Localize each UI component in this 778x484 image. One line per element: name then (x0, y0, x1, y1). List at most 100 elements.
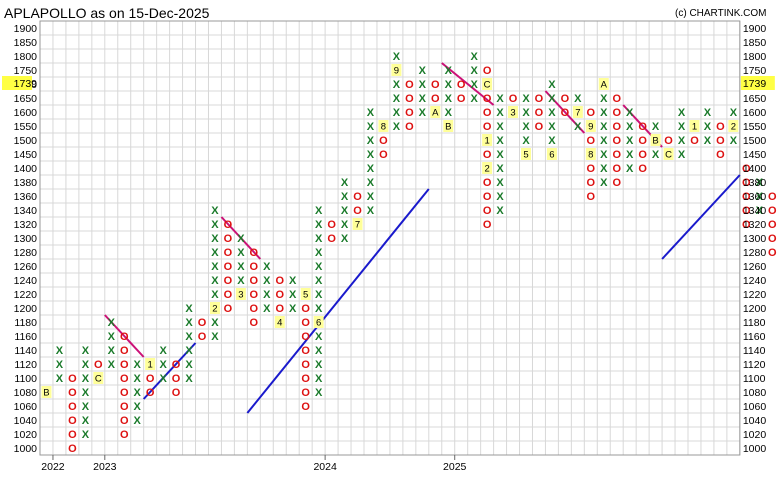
x-box: X (134, 373, 142, 385)
x-box: X (548, 135, 556, 147)
month-marker: 2 (731, 122, 736, 133)
chart-title: APLAPOLLO as on 15-Dec-2025 (4, 5, 210, 21)
month-marker-bg (482, 134, 493, 146)
x-box: X (522, 93, 530, 105)
month-marker: 5 (523, 150, 528, 161)
y-tick-label-left: 1340 (14, 205, 38, 217)
x-box: X (82, 359, 90, 371)
x-box: X (548, 79, 556, 91)
x-box: X (367, 107, 375, 119)
x-box: X (367, 191, 375, 203)
o-box: O (561, 107, 570, 119)
last-price-label-left: 1739 (14, 78, 38, 90)
x-box: X (496, 107, 504, 119)
y-tick-label-right: 1280 (743, 247, 767, 259)
y-tick-label-left: 1380 (14, 177, 38, 189)
x-box: X (574, 93, 582, 105)
x-box: X (315, 373, 323, 385)
x-box: X (678, 107, 686, 119)
o-box: O (120, 331, 129, 343)
y-tick-label-left: 1320 (14, 219, 38, 231)
month-marker-bg (391, 64, 402, 76)
y-tick-label-left: 1500 (14, 135, 38, 147)
x-box: X (315, 387, 323, 399)
x-box: X (237, 233, 245, 245)
x-box: X (263, 261, 271, 273)
o-box: O (120, 373, 129, 385)
x-box: X (315, 247, 323, 259)
x-box: X (56, 359, 64, 371)
x-box: X (134, 415, 142, 427)
y-tick-label-right: 1200 (743, 303, 767, 315)
y-tick-label-left: 1180 (14, 317, 37, 329)
month-marker: 9 (394, 66, 399, 77)
x-box: X (445, 93, 453, 105)
x-box: X (756, 191, 764, 203)
o-box: O (68, 429, 77, 441)
o-box: O (612, 177, 621, 189)
y-tick-label-left: 1850 (14, 37, 38, 49)
y-tick-label-right: 1060 (743, 401, 767, 413)
o-box: O (198, 331, 207, 343)
resistance-trend-line (544, 90, 586, 134)
month-marker: A (432, 108, 439, 119)
x-box: X (496, 149, 504, 161)
o-box: O (638, 121, 647, 133)
x-box: X (341, 205, 349, 217)
x-box: X (82, 415, 90, 427)
o-box: O (275, 275, 284, 287)
y-tick-label-left: 1120 (14, 359, 37, 371)
o-box: O (327, 219, 336, 231)
x-box: X (756, 205, 764, 217)
o-box: O (483, 121, 492, 133)
month-marker-bg (508, 106, 519, 118)
x-box: X (574, 121, 582, 133)
x-box: X (211, 261, 219, 273)
o-box: O (483, 107, 492, 119)
o-box: O (405, 121, 414, 133)
o-box: O (94, 359, 103, 371)
x-box: X (315, 219, 323, 231)
month-marker: 9 (588, 122, 593, 133)
o-box: O (68, 373, 77, 385)
x-box: X (82, 373, 90, 385)
x-box: X (159, 373, 167, 385)
resistance-trend-line (220, 216, 262, 260)
y-tick-label-left: 1400 (14, 163, 38, 175)
x-box: X (185, 359, 193, 371)
y-tick-label-left: 1000 (14, 443, 38, 455)
o-box: O (353, 191, 362, 203)
x-box: X (600, 93, 608, 105)
o-box: O (509, 93, 518, 105)
o-box: O (68, 387, 77, 399)
o-box: O (250, 261, 259, 273)
o-box: O (301, 345, 310, 357)
o-box: O (301, 303, 310, 315)
month-marker: 2 (212, 304, 217, 315)
x-box: X (419, 93, 427, 105)
x-box: X (211, 289, 219, 301)
x-box: X (341, 233, 349, 245)
x-box: X (626, 135, 634, 147)
o-box: O (612, 121, 621, 133)
o-box: O (587, 177, 596, 189)
o-box: O (275, 303, 284, 315)
month-marker-bg (689, 120, 700, 132)
y-tick-label-left: 1040 (14, 415, 38, 427)
month-marker: C (665, 150, 672, 161)
x-box: X (134, 387, 142, 399)
x-box: X (522, 121, 530, 133)
o-box: O (535, 93, 544, 105)
x-box: X (108, 345, 116, 357)
o-box: O (612, 135, 621, 147)
x-box: X (82, 345, 90, 357)
y-tick-label-left: 1650 (14, 93, 38, 105)
o-box: O (172, 359, 181, 371)
y-tick-label-left: 1550 (14, 121, 38, 133)
x-box: X (600, 107, 608, 119)
o-box: O (612, 163, 621, 175)
o-box: O (172, 373, 181, 385)
x-box: X (445, 107, 453, 119)
o-box: O (612, 93, 621, 105)
month-marker-bg (443, 120, 454, 132)
